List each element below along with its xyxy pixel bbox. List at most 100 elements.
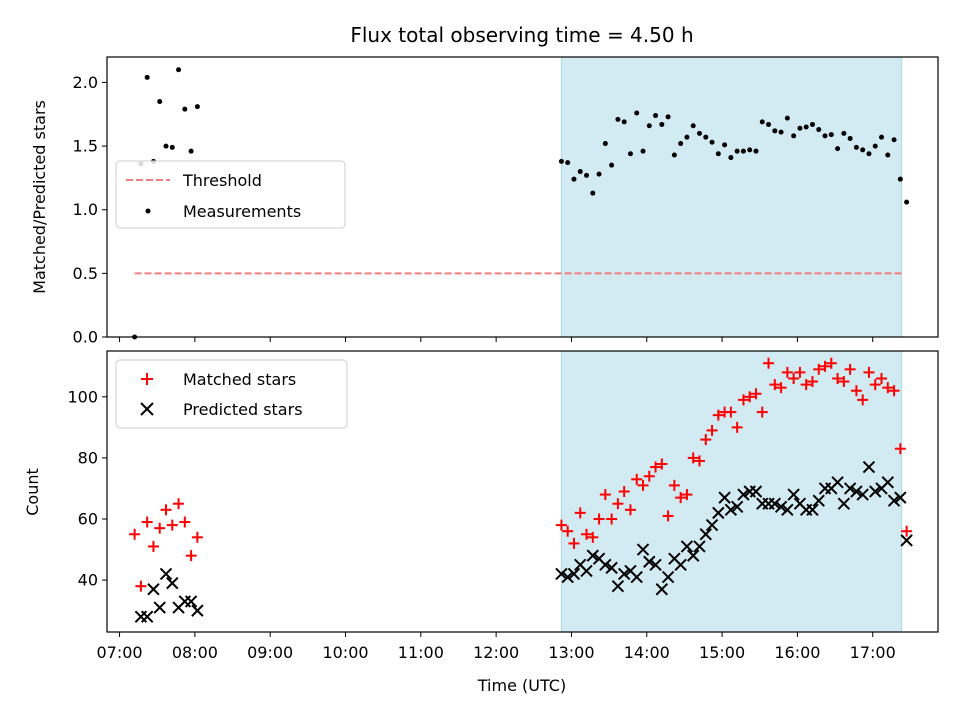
- xtick-label: 10:00: [322, 643, 368, 662]
- matched-star-point: [191, 531, 203, 543]
- measurement-point: [740, 148, 746, 154]
- xtick-label: 15:00: [699, 643, 745, 662]
- predicted-star-point: [787, 488, 800, 501]
- bottom-observing-window: [560, 350, 903, 633]
- predicted-star-point: [134, 610, 148, 623]
- matched-star-point: [756, 406, 768, 418]
- matched-star-point: [587, 531, 599, 543]
- measurement-point: [879, 134, 885, 140]
- predicted-star-point: [737, 488, 750, 501]
- matched-star-point: [656, 458, 668, 470]
- matched-star-point: [901, 525, 913, 537]
- bottom-ytick-label: 60: [78, 509, 98, 528]
- predicted-star-point: [140, 610, 154, 623]
- legend-matched-swatch: [141, 373, 153, 385]
- predicted-star-point: [605, 561, 618, 575]
- predicted-star-point: [768, 497, 782, 510]
- matched-star-point: [624, 504, 636, 516]
- predicted-star-point: [881, 476, 894, 489]
- predicted-star-point: [680, 540, 694, 553]
- matched-star-point: [838, 376, 850, 388]
- matched-star-point: [668, 479, 680, 491]
- xtick-label: 07:00: [96, 643, 142, 662]
- measurement-point: [602, 141, 608, 147]
- measurement-point: [671, 152, 677, 158]
- measurement-point: [163, 143, 169, 149]
- measurement-point: [809, 121, 815, 127]
- measurement-point: [571, 176, 577, 182]
- predicted-star-point: [636, 543, 650, 556]
- matched-star-point: [631, 473, 643, 485]
- predicted-star-point: [178, 595, 192, 608]
- matched-star-point: [606, 513, 618, 525]
- legend-predicted-swatch: [140, 402, 154, 416]
- matched-star-point: [129, 528, 141, 540]
- predicted-star-point: [586, 549, 600, 562]
- predicted-star-point: [643, 555, 656, 568]
- measurement-point: [653, 113, 659, 119]
- predicted-star-point: [159, 567, 173, 581]
- measurement-point: [778, 129, 784, 135]
- measurement-point: [847, 135, 853, 141]
- measurement-point: [590, 190, 596, 196]
- measurement-point: [766, 121, 772, 127]
- top-y-axis: 0.0 0.5 1.0 1.5 2.0: [73, 73, 107, 347]
- bottom-count-points: [129, 357, 913, 623]
- predicted-star-point: [699, 528, 712, 541]
- matched-star-point: [832, 372, 844, 384]
- measurement-point: [621, 119, 627, 125]
- measurement-point: [176, 67, 182, 73]
- measurement-point: [182, 106, 188, 112]
- measurement-point: [169, 144, 175, 150]
- measurement-point: [609, 162, 615, 168]
- matched-star-point: [844, 363, 856, 375]
- bottom-legend-box: [115, 359, 348, 429]
- measurement-point: [684, 134, 690, 140]
- matched-star-point: [869, 379, 881, 391]
- matched-star-point: [555, 519, 567, 531]
- measurement-point: [703, 134, 709, 140]
- measurement-point: [615, 116, 621, 122]
- measurement-point: [734, 148, 740, 154]
- measurement-point: [646, 123, 652, 129]
- bottom-panel: 40 60 80 100 07:00 08:00 09:00 10:00 11:00 12:00…: [23, 350, 939, 695]
- legend-threshold-label: Threshold: [182, 171, 262, 190]
- predicted-star-point: [191, 604, 204, 617]
- matched-star-point: [725, 406, 737, 418]
- matched-star-point: [687, 452, 699, 464]
- matched-star-point: [894, 443, 906, 455]
- matched-star-point: [675, 492, 687, 504]
- matched-star-point: [154, 522, 166, 534]
- measurement-point: [828, 132, 834, 138]
- predicted-star-point: [630, 570, 643, 584]
- bottom-y-axis: 40 60 80 100: [67, 387, 107, 590]
- measurement-point: [194, 104, 200, 110]
- predicted-star-point: [687, 549, 700, 562]
- matched-star-point: [744, 391, 756, 403]
- matched-star-point: [819, 360, 831, 372]
- bottom-y-axis-label: Count: [23, 468, 42, 516]
- predicted-star-point: [674, 558, 687, 572]
- matched-star-point: [662, 510, 674, 522]
- measurement-point: [784, 115, 790, 121]
- observing-window-span: [560, 56, 903, 338]
- matched-star-point: [712, 409, 724, 421]
- bottom-ytick-label: 80: [78, 448, 98, 467]
- predicted-star-point: [580, 564, 593, 578]
- top-panel: 0.00.51.01.52.0 Matched/Predicted stars …: [30, 56, 939, 347]
- matched-star-point: [813, 363, 825, 375]
- measurement-point: [640, 148, 646, 154]
- matched-star-point: [769, 379, 781, 391]
- matched-star-point: [581, 528, 593, 540]
- predicted-star-point: [862, 460, 876, 474]
- matched-star-point: [800, 379, 812, 391]
- top-ytick-label: 0.0: [73, 328, 98, 347]
- predicted-star-point: [147, 583, 160, 596]
- matched-star-point: [612, 498, 624, 510]
- observing-window-span: [560, 350, 903, 633]
- predicted-star-point: [555, 567, 568, 581]
- measurement-point: [709, 139, 715, 145]
- xtick-label: 12:00: [473, 643, 519, 662]
- matched-star-point: [876, 372, 888, 384]
